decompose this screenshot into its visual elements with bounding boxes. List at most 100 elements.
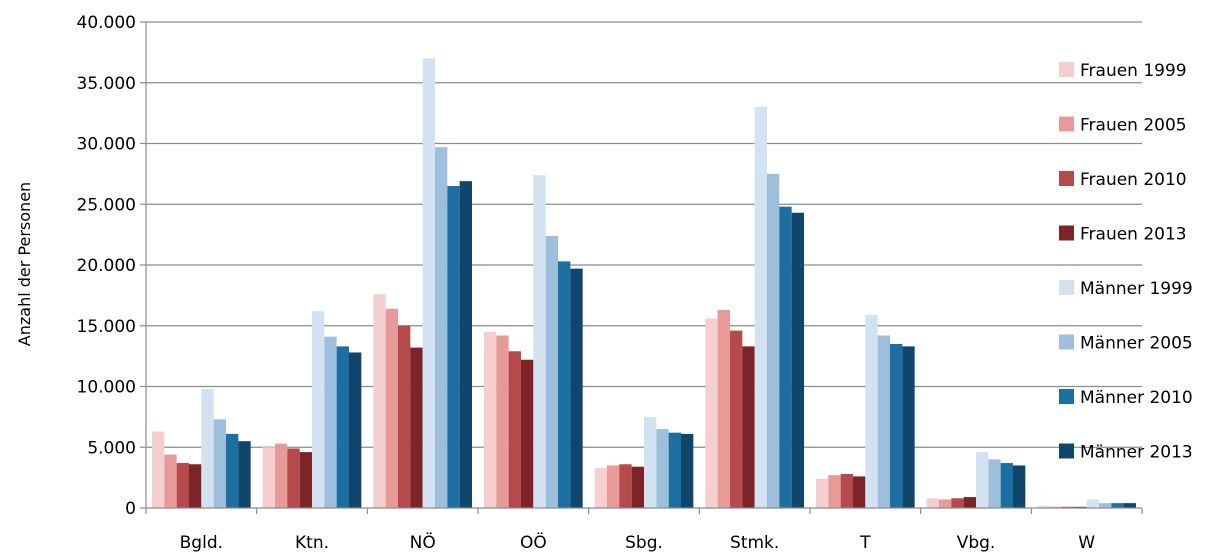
legend-label: Männer 2005 bbox=[1080, 334, 1193, 354]
bars bbox=[152, 58, 1136, 509]
bar bbox=[1123, 503, 1136, 508]
y-tick-label: 0 bbox=[125, 499, 136, 519]
legend-label: Männer 2013 bbox=[1080, 443, 1193, 463]
bar bbox=[717, 309, 730, 508]
x-category-label: Sbg. bbox=[625, 533, 663, 552]
bar bbox=[1037, 506, 1050, 508]
bar bbox=[299, 452, 312, 508]
bar bbox=[287, 448, 300, 508]
x-category-label: Bgld. bbox=[180, 533, 223, 552]
bar bbox=[1086, 499, 1099, 508]
bar bbox=[1062, 506, 1075, 508]
legend-item: Männer 2005 bbox=[1059, 334, 1193, 354]
legend-swatch bbox=[1059, 62, 1074, 77]
bar bbox=[398, 325, 411, 508]
legend-label: Frauen 1999 bbox=[1080, 61, 1187, 81]
bar bbox=[963, 497, 976, 508]
bar bbox=[447, 186, 460, 508]
bar bbox=[373, 294, 386, 508]
bar bbox=[865, 314, 878, 508]
legend-item: Männer 2013 bbox=[1059, 443, 1193, 463]
bar bbox=[1013, 465, 1026, 508]
y-tick-label: 20.000 bbox=[77, 256, 136, 276]
bar bbox=[422, 58, 435, 508]
bar bbox=[189, 464, 202, 508]
legend-item: Frauen 2010 bbox=[1059, 170, 1187, 190]
bar bbox=[545, 235, 558, 508]
gridlines bbox=[146, 21, 1142, 448]
x-category-label: Ktn. bbox=[295, 533, 329, 552]
bar bbox=[226, 433, 239, 508]
x-category-label: OÖ bbox=[520, 531, 547, 552]
bar bbox=[521, 359, 534, 508]
bar bbox=[668, 432, 681, 508]
legend-item: Männer 1999 bbox=[1059, 279, 1193, 299]
x-category-label: NÖ bbox=[410, 531, 436, 552]
bar bbox=[435, 147, 448, 508]
bar bbox=[164, 454, 177, 508]
bar bbox=[176, 463, 189, 508]
legend-swatch bbox=[1059, 225, 1074, 241]
bar bbox=[385, 308, 398, 508]
bar bbox=[312, 311, 325, 508]
bar bbox=[840, 473, 853, 508]
bar bbox=[607, 465, 620, 508]
bar bbox=[558, 261, 571, 508]
bar bbox=[594, 467, 607, 508]
legend-swatch bbox=[1059, 116, 1074, 132]
legend-label: Frauen 2010 bbox=[1080, 170, 1187, 190]
bar bbox=[902, 346, 915, 508]
bar bbox=[570, 268, 583, 508]
bar bbox=[681, 433, 694, 508]
bar bbox=[262, 447, 275, 508]
bar bbox=[213, 419, 226, 508]
bar bbox=[1000, 463, 1013, 508]
bar bbox=[1049, 506, 1062, 508]
y-tick-label: 5.000 bbox=[87, 438, 136, 458]
x-category-labels: Bgld. Ktn. NÖ OÖ Sbg. Stmk. T Vbg. W bbox=[180, 531, 1096, 552]
y-tick-label: 30.000 bbox=[77, 135, 136, 155]
bar bbox=[1074, 506, 1087, 508]
bar bbox=[926, 498, 939, 508]
bar bbox=[656, 429, 669, 508]
legend-swatch bbox=[1059, 443, 1074, 459]
y-tick-label: 35.000 bbox=[77, 74, 136, 94]
legend-item: Männer 2010 bbox=[1059, 388, 1193, 408]
bar bbox=[152, 431, 165, 508]
bar bbox=[939, 499, 952, 508]
x-category-label: Vbg. bbox=[957, 533, 996, 552]
bar bbox=[988, 459, 1001, 508]
legend-item: Frauen 2005 bbox=[1059, 116, 1187, 136]
legend-swatch bbox=[1059, 171, 1074, 186]
bar bbox=[631, 466, 644, 508]
axes bbox=[140, 21, 1143, 514]
bar bbox=[336, 346, 349, 508]
legend: Frauen 1999 Frauen 2005 Frauen 2010 Frauen … bbox=[1059, 61, 1193, 463]
y-tick-labels: 0 5.000 10.000 15.000 20.000 25.000 30.000 35.0… bbox=[77, 13, 136, 519]
legend-swatch bbox=[1059, 280, 1074, 295]
y-axis-title: Anzahl der Personen bbox=[15, 182, 34, 346]
x-category-label: T bbox=[859, 533, 871, 552]
bar bbox=[533, 175, 546, 508]
bar bbox=[742, 346, 755, 508]
bar bbox=[1099, 503, 1112, 508]
bar bbox=[619, 464, 632, 508]
bar bbox=[644, 416, 657, 508]
bar bbox=[484, 331, 497, 508]
bar bbox=[779, 206, 792, 508]
bar bbox=[275, 443, 288, 508]
legend-label: Frauen 2013 bbox=[1080, 225, 1187, 245]
bar bbox=[951, 498, 964, 508]
legend-label: Frauen 2005 bbox=[1080, 116, 1187, 136]
x-category-label: Stmk. bbox=[730, 533, 779, 552]
bar bbox=[877, 335, 890, 508]
bar bbox=[508, 351, 521, 508]
y-tick-label: 15.000 bbox=[77, 317, 136, 337]
bar bbox=[324, 336, 337, 508]
bar bbox=[976, 452, 989, 508]
bar bbox=[890, 343, 903, 508]
bar bbox=[459, 181, 472, 509]
legend-label: Männer 2010 bbox=[1080, 388, 1193, 408]
y-tick-label: 25.000 bbox=[77, 195, 136, 215]
